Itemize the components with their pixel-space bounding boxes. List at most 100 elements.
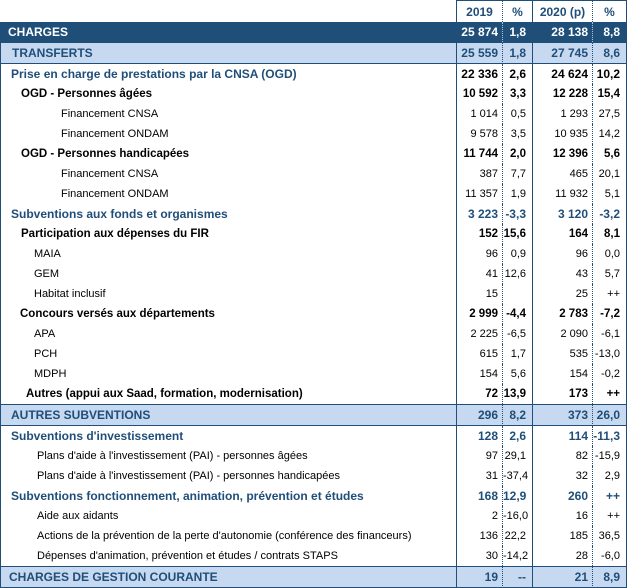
pct-2020-cell: -0,2 — [593, 364, 627, 384]
pct-2019-cell: 0,5 — [503, 104, 533, 124]
table-row: Habitat inclusif 15 25 ++ — [0, 284, 627, 304]
table-row: OGD - Personnes handicapées 11 744 2,0 12 3… — [0, 144, 627, 164]
pct-2020-cell: 10,2 — [593, 64, 627, 84]
pct-2020-cell: 5,7 — [593, 264, 627, 284]
value-2019-cell: 3 223 — [456, 204, 503, 224]
value-2020-cell: 2 090 — [533, 324, 593, 344]
row-label-cell: Financement CNSA — [0, 104, 456, 124]
table-row: Financement ONDAM 9 578 3,5 10 935 14,2 — [0, 124, 627, 144]
pct-2020-cell: 36,5 — [593, 526, 627, 546]
value-2019-cell: 615 — [456, 344, 503, 364]
row-label-cell: Subventions d'investissement — [0, 426, 456, 446]
value-2020-cell: 43 — [533, 264, 593, 284]
value-2020-cell: 27 745 — [533, 42, 593, 64]
row-label-cell: PCH — [0, 344, 456, 364]
table-row: Plans d'aide à l'investissement (PAI) - … — [0, 466, 627, 486]
pct-2020-cell: 27,5 — [593, 104, 627, 124]
value-2020-cell: 96 — [533, 244, 593, 264]
table-row: Financement CNSA 1 014 0,5 1 293 27,5 — [0, 104, 627, 124]
pct-2019-cell: 2,0 — [503, 144, 533, 164]
pct-2020-cell: 5,6 — [593, 144, 627, 164]
pct-2019-cell: -14,2 — [503, 546, 533, 566]
table-row: AUTRES SUBVENTIONS 296 8,2 373 26,0 — [0, 404, 627, 426]
table-row: Subventions aux fonds et organismes 3 223… — [0, 204, 627, 224]
pct-2019-cell: 5,6 — [503, 364, 533, 384]
table-row: Concours versés aux départements 2 999 -4,… — [0, 304, 627, 324]
pct-2019-cell: 7,7 — [503, 164, 533, 184]
pct-2019-cell: 29,1 — [503, 446, 533, 466]
table-row: TRANSFERTS 25 559 1,8 27 745 8,6 — [0, 42, 627, 64]
table-row: Autres (appui aux Saad, formation, moder… — [0, 384, 627, 404]
value-2020-cell: 164 — [533, 224, 593, 244]
header-2019: 2019 — [456, 0, 503, 22]
value-2020-cell: 373 — [533, 404, 593, 426]
pct-2019-cell: 0,9 — [503, 244, 533, 264]
value-2019-cell: 25 874 — [456, 22, 503, 42]
value-2020-cell: 12 228 — [533, 84, 593, 104]
pct-2019-cell: -16,0 — [503, 506, 533, 526]
value-2019-cell: 41 — [456, 264, 503, 284]
pct-2020-cell: -6,1 — [593, 324, 627, 344]
table-row: APA 2 225 -6,5 2 090 -6,1 — [0, 324, 627, 344]
row-label-cell: Actions de la prévention de la perte d'a… — [0, 526, 456, 546]
pct-2019-cell: 12,6 — [503, 264, 533, 284]
pct-2020-cell: ++ — [593, 506, 627, 526]
pct-2020-cell: 26,0 — [593, 404, 627, 426]
value-2019-cell: 152 — [456, 224, 503, 244]
pct-2019-cell: -4,4 — [503, 304, 533, 324]
value-2019-cell: 1 014 — [456, 104, 503, 124]
pct-2020-cell: 8,6 — [593, 42, 627, 64]
row-label-cell: OGD - Personnes handicapées — [0, 144, 456, 164]
value-2019-cell: 19 — [456, 566, 503, 588]
row-label-cell: Financement ONDAM — [0, 124, 456, 144]
table-row: Plans d'aide à l'investissement (PAI) - … — [0, 446, 627, 466]
pct-2020-cell: 5,1 — [593, 184, 627, 204]
row-label-cell: Autres (appui aux Saad, formation, moder… — [0, 384, 456, 404]
pct-2019-cell: 2,6 — [503, 64, 533, 84]
value-2020-cell: 10 935 — [533, 124, 593, 144]
value-2020-cell: 1 293 — [533, 104, 593, 124]
value-2019-cell: 11 357 — [456, 184, 503, 204]
value-2020-cell: 25 — [533, 284, 593, 304]
header-pct-2020: % — [593, 0, 627, 22]
table-row: MDPH 154 5,6 154 -0,2 — [0, 364, 627, 384]
pct-2020-cell: 0,0 — [593, 244, 627, 264]
value-2019-cell: 30 — [456, 546, 503, 566]
header-blank-cell — [0, 0, 456, 22]
pct-2020-cell: -7,2 — [593, 304, 627, 324]
row-label-cell: Concours versés aux départements — [0, 304, 456, 324]
pct-2019-cell: 1,9 — [503, 184, 533, 204]
pct-2020-cell: ++ — [593, 384, 627, 404]
pct-2019-cell: 22,2 — [503, 526, 533, 546]
table-row: GEM 41 12,6 43 5,7 — [0, 264, 627, 284]
row-label-cell: Participation aux dépenses du FIR — [0, 224, 456, 244]
header-pct-2019: % — [503, 0, 533, 22]
table-body: CHARGES 25 874 1,8 28 138 8,8 TRANSFERTS 25 55… — [0, 22, 627, 588]
row-label-cell: OGD - Personnes âgées — [0, 84, 456, 104]
value-2020-cell: 465 — [533, 164, 593, 184]
value-2020-cell: 11 932 — [533, 184, 593, 204]
value-2019-cell: 128 — [456, 426, 503, 446]
row-label-cell: CHARGES DE GESTION COURANTE — [0, 566, 456, 588]
table-row: Participation aux dépenses du FIR 152 15,6… — [0, 224, 627, 244]
pct-2020-cell: -3,2 — [593, 204, 627, 224]
table-row: OGD - Personnes âgées 10 592 3,3 12 228 15,4 — [0, 84, 627, 104]
value-2019-cell: 97 — [456, 446, 503, 466]
pct-2020-cell: 20,1 — [593, 164, 627, 184]
value-2019-cell: 136 — [456, 526, 503, 546]
pct-2019-cell: 13,9 — [503, 384, 533, 404]
row-label-cell: APA — [0, 324, 456, 344]
value-2020-cell: 154 — [533, 364, 593, 384]
value-2020-cell: 173 — [533, 384, 593, 404]
row-label-cell: AUTRES SUBVENTIONS — [0, 404, 456, 426]
pct-2019-cell: 2,6 — [503, 426, 533, 446]
pct-2019-cell: 3,5 — [503, 124, 533, 144]
value-2020-cell: 260 — [533, 486, 593, 506]
row-label-cell: Plans d'aide à l'investissement (PAI) - … — [0, 446, 456, 466]
header-row: 2019 % 2020 (p) % — [0, 0, 627, 22]
value-2020-cell: 28 138 — [533, 22, 593, 42]
value-2020-cell: 28 — [533, 546, 593, 566]
pct-2020-cell: -6,0 — [593, 546, 627, 566]
value-2020-cell: 21 — [533, 566, 593, 588]
